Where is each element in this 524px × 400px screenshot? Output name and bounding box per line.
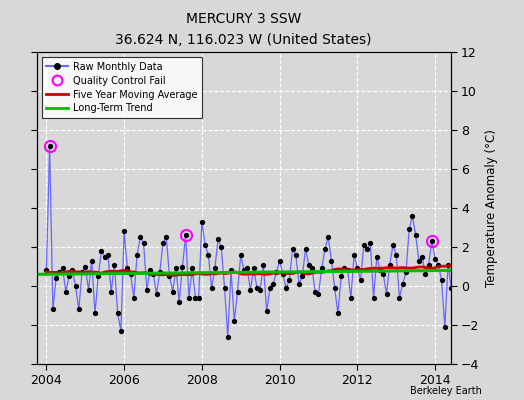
Text: Berkeley Earth: Berkeley Earth bbox=[410, 386, 482, 396]
Title: MERCURY 3 SSW
36.624 N, 116.023 W (United States): MERCURY 3 SSW 36.624 N, 116.023 W (Unite… bbox=[115, 12, 372, 47]
Legend: Raw Monthly Data, Quality Control Fail, Five Year Moving Average, Long-Term Tren: Raw Monthly Data, Quality Control Fail, … bbox=[41, 57, 202, 118]
Y-axis label: Temperature Anomaly (°C): Temperature Anomaly (°C) bbox=[485, 129, 498, 287]
